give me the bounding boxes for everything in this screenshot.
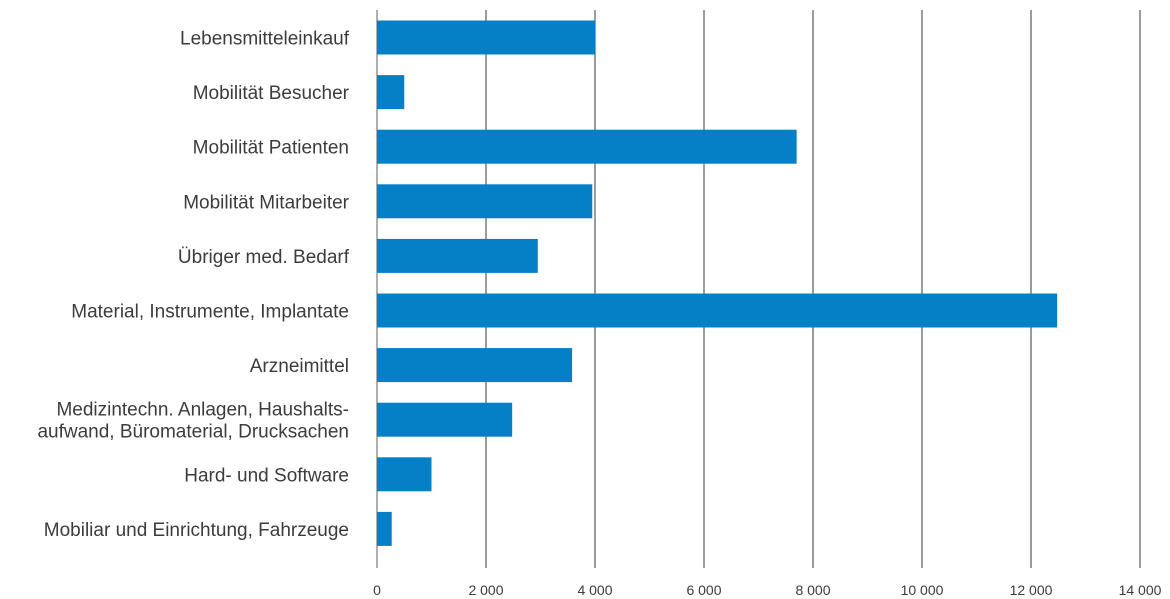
x-tick-label: 14 000 — [1119, 582, 1162, 598]
category-label-line: Hard- und Software — [184, 465, 349, 486]
x-tick-label: 4 000 — [577, 582, 612, 598]
category-label: Mobiliar und Einrichtung, Fahrzeuge — [44, 520, 349, 541]
x-tick-label: 8 000 — [795, 582, 830, 598]
category-label-line: Mobilität Patienten — [193, 138, 349, 159]
bar — [377, 75, 405, 110]
category-label: Lebensmitteleinkauf — [180, 29, 350, 50]
category-label: Übriger med. Bedarf — [178, 247, 350, 268]
bar — [377, 129, 797, 164]
grid-lines — [376, 10, 1141, 568]
category-label-line: Lebensmitteleinkauf — [180, 29, 350, 50]
category-label-line: Übriger med. Bedarf — [178, 247, 350, 268]
category-label: Medizintechn. Anlagen, Haushalts-aufwand… — [37, 400, 349, 443]
bar — [377, 511, 392, 546]
x-tick-label: 0 — [373, 582, 381, 598]
bar — [377, 402, 513, 437]
category-label-line: Mobilität Mitarbeiter — [183, 192, 349, 213]
category-label: Mobilität Besucher — [193, 83, 350, 104]
category-label: Hard- und Software — [184, 465, 349, 486]
category-label-line: Medizintechn. Anlagen, Haushalts- — [56, 400, 349, 421]
category-label: Mobilität Mitarbeiter — [183, 192, 349, 213]
category-label-line: Mobilität Besucher — [193, 83, 350, 104]
bar — [377, 20, 595, 55]
category-label: Mobilität Patienten — [193, 138, 349, 159]
x-tick-label: 10 000 — [901, 582, 944, 598]
bar — [377, 184, 593, 219]
bar — [377, 348, 573, 383]
category-label-line: aufwand, Büromaterial, Drucksachen — [37, 422, 349, 443]
x-tick-labels: 0 2 000 4 000 6 000 8 000 10 000 12 000 14 000 — [373, 582, 1162, 598]
x-tick-label: 2 000 — [468, 582, 503, 598]
category-label-line: Material, Instrumente, Implantate — [71, 302, 349, 323]
x-tick-label: 12 000 — [1010, 582, 1053, 598]
category-label-line: Arzneimittel — [250, 356, 349, 377]
category-label-line: Mobiliar und Einrichtung, Fahrzeuge — [44, 520, 349, 541]
bar — [377, 293, 1058, 328]
category-label: Material, Instrumente, Implantate — [71, 302, 349, 323]
bar — [377, 238, 538, 273]
category-label: Arzneimittel — [250, 356, 349, 377]
bar — [377, 457, 432, 492]
category-labels: Lebensmitteleinkauf Mobilität Besucher Mob… — [37, 29, 349, 541]
bars — [377, 20, 1058, 546]
x-tick-label: 6 000 — [686, 582, 721, 598]
